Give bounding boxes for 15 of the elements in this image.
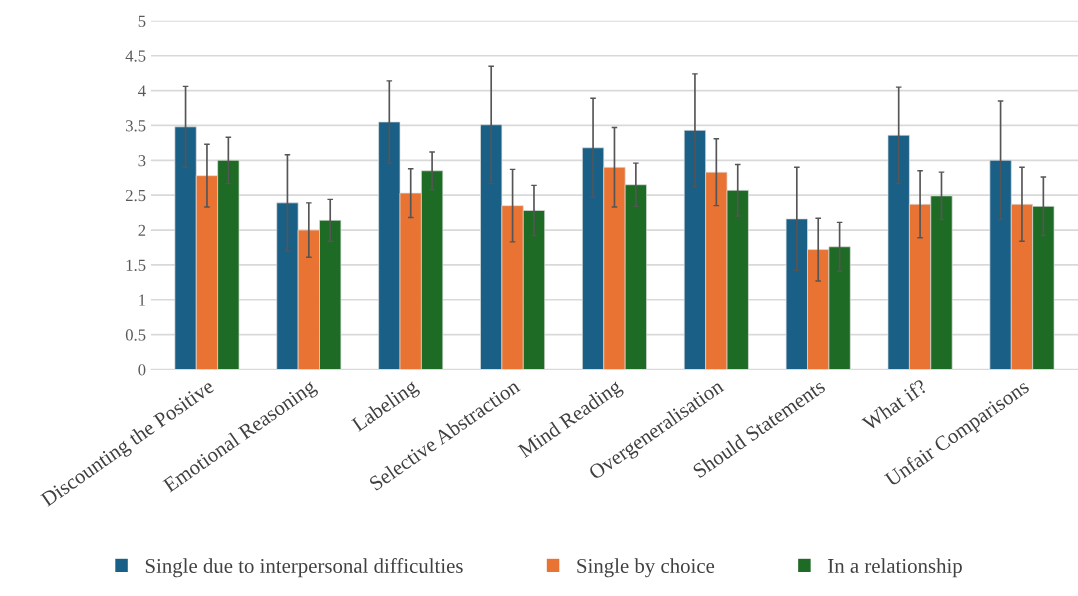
y-tick-label: 1 — [139, 294, 146, 306]
y-tick-label: 4.5 — [125, 50, 146, 62]
legend-label: Single by choice — [577, 558, 715, 578]
y-tick-label: 5 — [138, 15, 146, 27]
x-tick-label: What if? — [860, 378, 928, 432]
y-tick-label: 2.5 — [125, 189, 146, 202]
y-tick-label: 4 — [138, 85, 146, 97]
y-tick-label: 0.5 — [125, 329, 146, 341]
legend-label: Single due to interpersonal difficulties — [145, 558, 463, 578]
legend-label: In a relationship — [828, 558, 962, 578]
y-tick-label: 0 — [138, 364, 146, 376]
y-tick-label: 1.5 — [126, 259, 146, 271]
y-tick-label: 2 — [138, 224, 146, 236]
y-tick-label: 3 — [138, 155, 146, 167]
y-tick-label: 3.5 — [126, 120, 146, 132]
